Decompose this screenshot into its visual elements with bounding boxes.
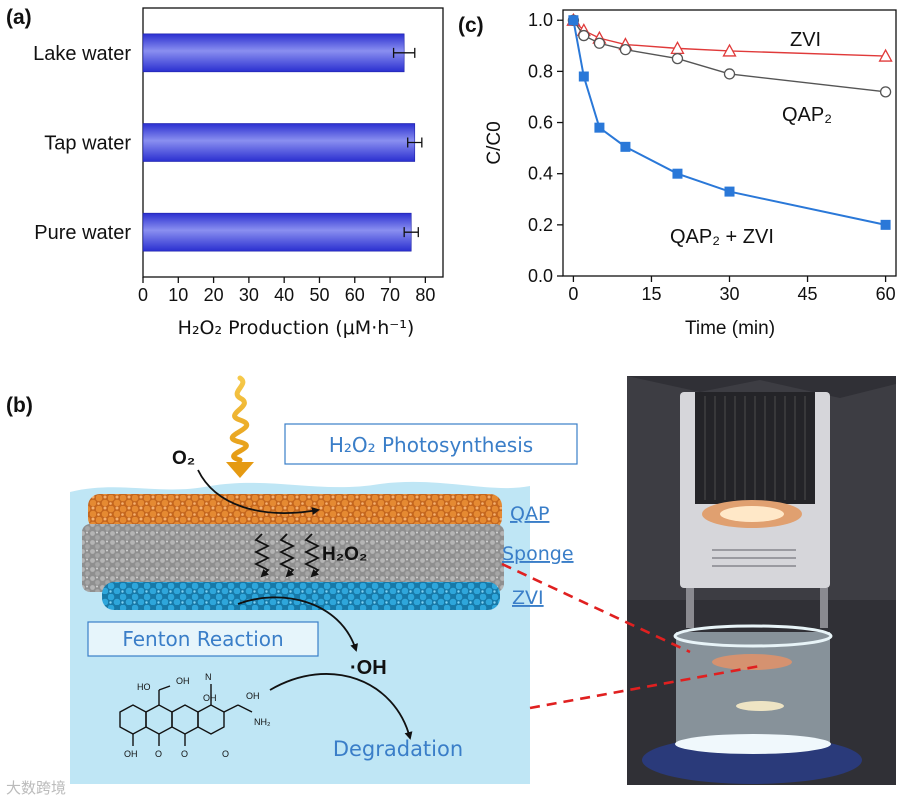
panel-a-label: (a) bbox=[6, 6, 32, 29]
oh-radical-label: ·OH bbox=[350, 657, 387, 679]
heatsink-fins bbox=[704, 396, 806, 500]
bar-0 bbox=[142, 33, 405, 73]
layer-label-sponge: Sponge bbox=[502, 543, 574, 565]
series-2-point-2 bbox=[594, 122, 605, 133]
c-y-tick-label-4: 0.8 bbox=[528, 61, 553, 81]
c-x-tick-label-0: 0 bbox=[568, 284, 578, 304]
fenton-box bbox=[87, 621, 319, 657]
x-tick-label-6: 60 bbox=[345, 285, 365, 305]
panel-c-line-chart: (c) 0 15 30 45 60 0.0 0.2 0.4 0.6 0.8 1.0 C/C0 Tim… bbox=[458, 9, 897, 339]
molecule-label-4: OH bbox=[176, 676, 190, 686]
c-x-tick-label-1: 15 bbox=[641, 284, 661, 304]
error-bar-0 bbox=[392, 47, 416, 58]
degradation-label: Degradation bbox=[333, 737, 463, 761]
series-2-point-1 bbox=[578, 71, 589, 82]
c-x-tick-label-3: 45 bbox=[798, 284, 818, 304]
c-y-tick-label-3: 0.6 bbox=[528, 113, 553, 133]
floating-sponge bbox=[712, 654, 792, 670]
series-2-point-4 bbox=[672, 168, 683, 179]
molecule-label-2: OH bbox=[246, 691, 260, 701]
bar-2 bbox=[142, 212, 412, 252]
experiment-photo bbox=[627, 376, 896, 785]
zvi-layer bbox=[102, 582, 500, 610]
degradation-arrow bbox=[269, 673, 413, 740]
x-tick-label-2: 20 bbox=[204, 285, 224, 305]
c-y-tick-label-1: 0.2 bbox=[528, 215, 553, 235]
series-name-label-0: ZVI bbox=[790, 29, 821, 51]
x-tick-label-4: 40 bbox=[274, 285, 294, 305]
molecule-label-0: HO bbox=[137, 682, 151, 692]
fenton-arrow bbox=[237, 596, 358, 652]
molecule-label-8: OH bbox=[124, 749, 138, 759]
error-bar-2 bbox=[403, 227, 419, 238]
category-label-1: Tap water bbox=[44, 133, 131, 155]
panel-a-bar-chart: (a) Lake water Tap water Pure water 0 10 20 3… bbox=[6, 6, 444, 339]
x-tick-label-1: 10 bbox=[168, 285, 188, 305]
panel-a-x-axis-label: H₂O₂ Production (μM·h⁻¹) bbox=[178, 317, 415, 339]
c-y-tick-label-5: 1.0 bbox=[528, 10, 553, 30]
molecule-label-6: O bbox=[181, 749, 188, 759]
x-tick-label-7: 70 bbox=[380, 285, 400, 305]
category-label-2: Pure water bbox=[34, 222, 131, 244]
connector-top bbox=[501, 562, 691, 654]
molecule-label-9: O bbox=[222, 749, 229, 759]
light-wave-icon bbox=[226, 375, 254, 478]
molecule-label-1: N bbox=[205, 672, 212, 682]
series-1-point-2 bbox=[593, 37, 606, 49]
c-y-tick-label-0: 0.0 bbox=[528, 266, 553, 286]
o2-label: O₂ bbox=[172, 448, 195, 469]
connector-bottom bbox=[529, 664, 761, 710]
molecule-label-3: NH₂ bbox=[254, 717, 271, 727]
molecule-labels: HO N OH NH₂ OH OH O O OH O bbox=[124, 672, 271, 759]
zigzag-arrows bbox=[253, 533, 321, 578]
series-1-point-5 bbox=[723, 68, 736, 80]
x-tick-label-8: 80 bbox=[415, 285, 435, 305]
series-2-point-0 bbox=[568, 15, 579, 26]
error-bar-1 bbox=[407, 137, 423, 148]
layer-label-qap: QAP bbox=[510, 503, 549, 525]
series-2-point-6 bbox=[880, 219, 891, 230]
x-tick-label-0: 0 bbox=[138, 285, 148, 305]
layer-label-zvi: ZVI bbox=[512, 587, 544, 609]
series-0-point-6 bbox=[878, 48, 893, 62]
o2-arrow bbox=[197, 469, 320, 515]
beaker bbox=[676, 632, 830, 744]
series-1-point-6 bbox=[879, 86, 892, 98]
h2o2-label: H₂O₂ bbox=[322, 544, 367, 565]
molecule-label-5: OH bbox=[203, 693, 217, 703]
series-name-label-1: QAP₂ bbox=[782, 104, 832, 126]
fenton-label: Fenton Reaction bbox=[122, 627, 283, 651]
bar-1 bbox=[142, 123, 416, 162]
panel-c-x-axis-label: Time (min) bbox=[685, 318, 775, 339]
c-x-tick-label-2: 30 bbox=[719, 284, 739, 304]
x-tick-label-3: 30 bbox=[239, 285, 259, 305]
c-x-tick-label-4: 60 bbox=[876, 284, 896, 304]
series-0-point-5 bbox=[722, 43, 737, 57]
tetracycline-molecule bbox=[119, 684, 253, 746]
series-1-point-4 bbox=[671, 52, 684, 65]
series-2-point-3 bbox=[620, 141, 631, 152]
series-name-label-2: QAP₂ + ZVI bbox=[670, 226, 774, 248]
x-tick-label-5: 50 bbox=[309, 285, 329, 305]
photosynthesis-box bbox=[284, 423, 578, 465]
watermark: 大数跨境 bbox=[6, 779, 66, 797]
panel-b-label: (b) bbox=[6, 394, 33, 417]
lamp-vents bbox=[712, 549, 796, 567]
panel-b-schematic: (b) QAP Sponge ZVI H₂O₂ Photosynthesis F… bbox=[6, 375, 896, 785]
category-label-0: Lake water bbox=[33, 43, 131, 65]
series-1-point-1 bbox=[578, 29, 590, 42]
panel-c-label: (c) bbox=[458, 14, 484, 37]
series-1-point-3 bbox=[619, 43, 632, 56]
panel-c-y-axis-label: C/C0 bbox=[484, 121, 505, 164]
series-2-point-5 bbox=[724, 186, 735, 197]
c-y-tick-label-2: 0.4 bbox=[528, 164, 553, 184]
photosynthesis-label: H₂O₂ Photosynthesis bbox=[329, 433, 533, 457]
molecule-label-7: O bbox=[155, 749, 162, 759]
